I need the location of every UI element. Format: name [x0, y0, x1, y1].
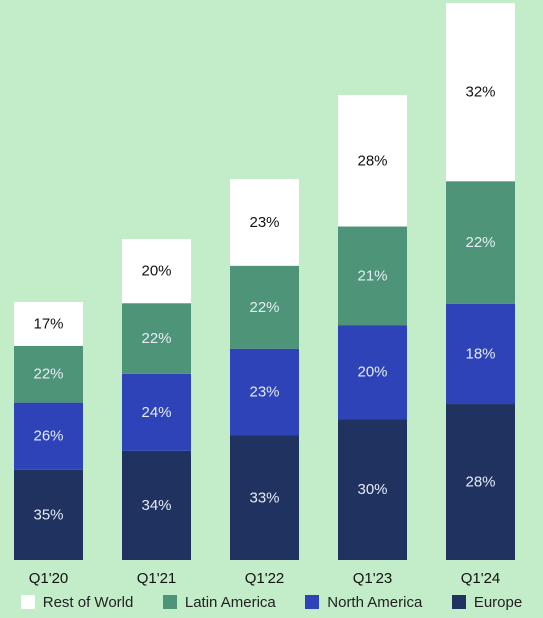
- x-axis-ticks: Q1'20 Q1'21 Q1'22 Q1'23 Q1'24: [29, 570, 501, 587]
- legend-swatch-europe: [451, 595, 466, 609]
- bars-layer: 35% 26% 22% 17% 34% 24% 22% 20% 33% 23% 22% 23% 30% 2…: [14, 3, 515, 560]
- bar-latin-america-q1-22: [230, 265, 299, 349]
- legend-item-latin-america: Latin America: [162, 593, 276, 611]
- legend-item-north-america: North America: [305, 594, 422, 611]
- x-tick-label-q1-23: Q1'23: [353, 570, 393, 587]
- legend-swatch-latin-america: [162, 595, 177, 609]
- bar-north-america-q1-21: [122, 373, 191, 451]
- data-label-north-america-q1-23: 20%: [357, 364, 387, 381]
- bar-latin-america-q1-23: [338, 226, 407, 326]
- bar-europe-q1-20: [14, 469, 83, 560]
- data-label-rest-of-world-q1-20: 17%: [33, 315, 63, 332]
- legend: Rest of World Latin America North America E…: [0, 590, 543, 614]
- legend-swatch-rest-of-world: [20, 595, 35, 609]
- bar-north-america-q1-20: [14, 402, 83, 470]
- x-tick-label-q1-24: Q1'24: [461, 570, 501, 587]
- bar-latin-america-q1-24: [446, 181, 515, 304]
- x-tick-label-q1-21: Q1'21: [137, 570, 177, 587]
- bar-europe-q1-22: [230, 435, 299, 560]
- legend-item-europe: Europe: [451, 593, 523, 611]
- legend-label-north-america: North America: [327, 593, 423, 611]
- data-label-north-america-q1-21: 24%: [141, 404, 171, 421]
- stacked-bar-chart: 35% 26% 22% 17% 34% 24% 22% 20% 33% 23% 22% 23% 30% 2…: [14, 3, 515, 587]
- data-label-latin-america-q1-22: 22%: [249, 299, 279, 316]
- bar-north-america-q1-22: [230, 348, 299, 436]
- data-label-north-america-q1-22: 23%: [249, 384, 279, 401]
- bar-europe-q1-21: [122, 450, 191, 560]
- bar-rest-of-world-q1-24: [446, 3, 515, 182]
- data-label-north-america-q1-20: 26%: [33, 428, 63, 445]
- legend-item-rest-of-world: Rest of World: [20, 593, 134, 611]
- data-label-europe-q1-23: 30%: [357, 481, 387, 498]
- bar-europe-q1-24: [446, 404, 515, 560]
- bar-europe-q1-23: [338, 419, 407, 560]
- data-label-rest-of-world-q1-23: 28%: [357, 152, 387, 169]
- bar-rest-of-world-q1-20: [14, 302, 83, 346]
- data-label-europe-q1-21: 34%: [141, 497, 171, 514]
- data-label-latin-america-q1-24: 22%: [465, 234, 495, 251]
- data-label-rest-of-world-q1-21: 20%: [141, 263, 171, 280]
- bar-rest-of-world-q1-22: [230, 179, 299, 266]
- data-label-rest-of-world-q1-22: 23%: [249, 214, 279, 231]
- data-label-europe-q1-24: 28%: [465, 474, 495, 491]
- bar-north-america-q1-23: [338, 325, 407, 420]
- legend-label-europe: Europe: [473, 593, 523, 611]
- bar-latin-america-q1-20: [14, 345, 83, 403]
- legend-label-rest-of-world: Rest of World: [42, 593, 134, 611]
- x-tick-label-q1-22: Q1'22: [245, 570, 285, 587]
- bar-rest-of-world-q1-21: [122, 239, 191, 304]
- data-label-latin-america-q1-20: 22%: [33, 366, 63, 383]
- legend-label-latin-america: Latin America: [184, 593, 276, 611]
- data-label-europe-q1-22: 33%: [249, 489, 279, 506]
- x-tick-label-q1-20: Q1'20: [29, 570, 69, 587]
- bar-rest-of-world-q1-23: [338, 95, 407, 227]
- data-label-north-america-q1-24: 18%: [465, 345, 495, 362]
- data-label-latin-america-q1-23: 21%: [357, 267, 387, 284]
- bar-latin-america-q1-21: [122, 303, 191, 374]
- data-label-europe-q1-20: 35%: [33, 506, 63, 523]
- data-label-latin-america-q1-21: 22%: [141, 330, 171, 347]
- legend-swatch-north-america: [305, 595, 320, 609]
- data-label-rest-of-world-q1-24: 32%: [465, 84, 495, 101]
- bar-north-america-q1-24: [446, 303, 515, 405]
